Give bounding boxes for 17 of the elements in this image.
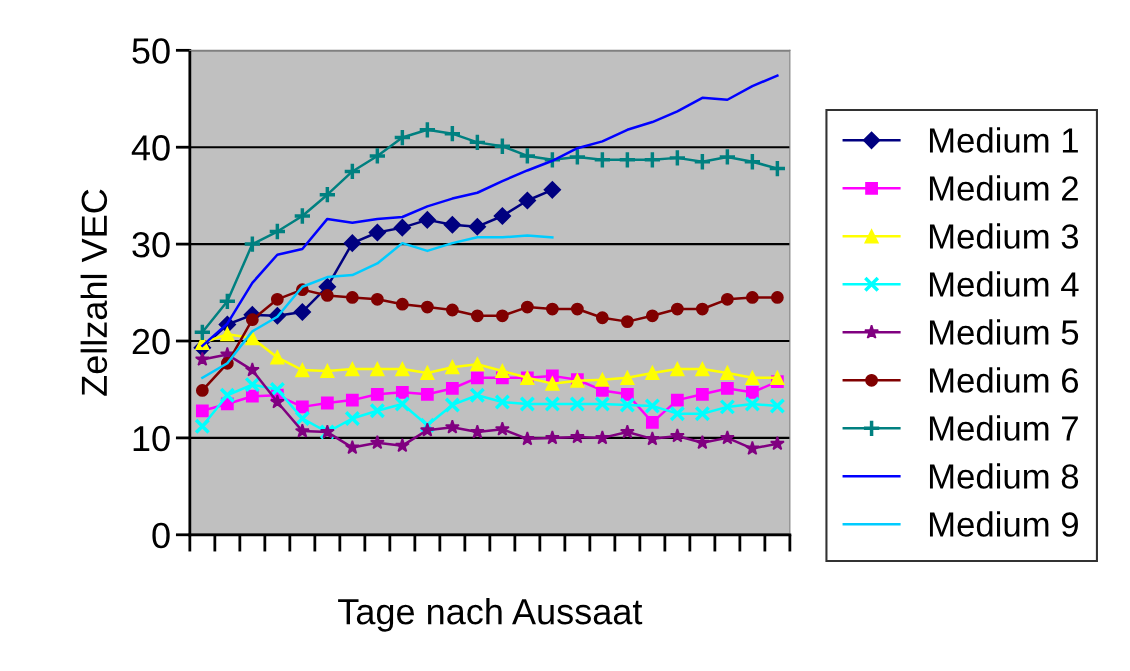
y-axis-title: Zellzahl VEC: [80, 189, 108, 396]
legend-label: Medium 5: [929, 319, 1079, 345]
x-axis-title: Tage nach Aussaat: [338, 597, 643, 632]
legend-label: Medium 6: [929, 367, 1079, 393]
legend-label: Medium 3: [929, 223, 1079, 249]
legend-label: Medium 4: [929, 271, 1079, 297]
legend-label: Medium 2: [929, 175, 1078, 201]
y-tick-label: 10: [133, 425, 170, 452]
y-tick-label: 0: [152, 522, 170, 549]
legend-label: Medium 8: [929, 463, 1079, 489]
y-tick-label: 40: [131, 135, 170, 161]
legend-label: Medium 9: [929, 511, 1078, 537]
legend-label: Medium 7: [929, 415, 1078, 441]
legend-label: Medium 1: [929, 127, 1078, 153]
y-tick-label: 50: [132, 38, 170, 64]
y-tick-label: 20: [132, 328, 170, 355]
y-tick-label: 30: [132, 231, 170, 258]
